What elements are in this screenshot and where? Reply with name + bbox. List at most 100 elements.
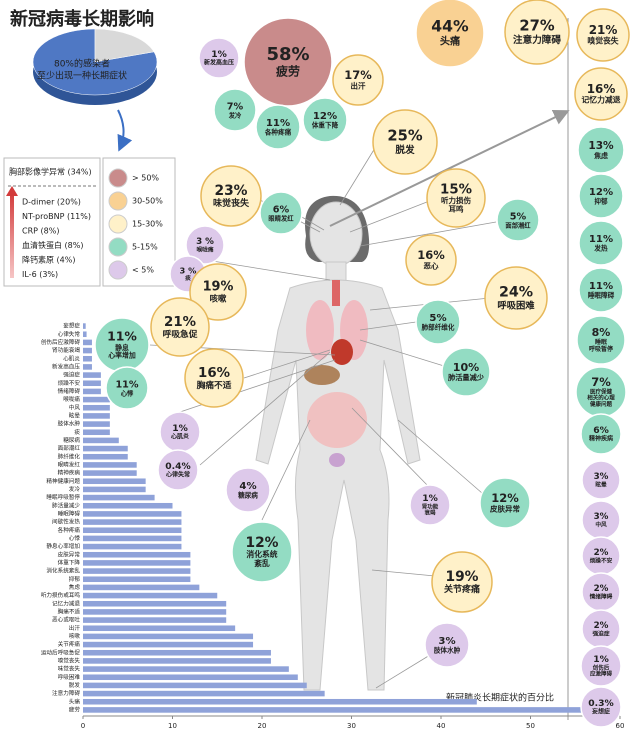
bar [83, 494, 155, 501]
bar [83, 674, 298, 681]
y-tick-label: 间歇性发热 [52, 518, 80, 526]
bubble-label: 应激障碍 [590, 670, 613, 678]
bubble-label: 肢体水肿 [434, 646, 461, 655]
bar [83, 413, 110, 419]
bubble-percent: 12% [589, 187, 613, 198]
bubble-label: 体重下降 [312, 121, 339, 130]
pie-slice [94, 28, 155, 63]
bubble-percent: 24% [499, 285, 533, 301]
bubble-label: 新发高血压 [204, 59, 234, 67]
bar [83, 600, 227, 607]
bubble [105, 366, 149, 410]
lab-item: 降钙素原 (4%) [22, 255, 75, 265]
bubble-label: 焦虑 [593, 151, 608, 160]
bubble-label: 痰 [185, 274, 191, 282]
legend-label: > 50% [132, 174, 159, 183]
y-tick-label: 肢体水肿 [58, 420, 81, 428]
bar [83, 511, 182, 517]
y-tick-label: 记忆力减退 [52, 599, 80, 607]
y-tick-label: 面部潮红 [58, 444, 81, 452]
y-tick-label: 眩晕 [69, 411, 81, 419]
y-tick-label: 强迫症 [63, 371, 80, 379]
y-tick-label: 情绪障碍 [58, 387, 81, 395]
pie-arrow [117, 109, 133, 152]
bar [83, 462, 137, 468]
bubble-percent: 16% [587, 82, 616, 96]
bar [83, 445, 128, 452]
bubble [302, 97, 348, 143]
bubble-label: 妄想症 [592, 708, 610, 716]
bar [83, 331, 87, 338]
y-tick-label: 静息心率增加 [46, 542, 80, 550]
bubble-percent: 19% [203, 280, 234, 295]
bubble-percent: 16% [417, 248, 445, 262]
leader-lines [149, 110, 570, 689]
bubble-label: 头痛 [440, 35, 460, 48]
lab-item: CRP (8%) [22, 227, 59, 236]
y-tick-label: 痰 [74, 428, 80, 436]
bar [83, 658, 271, 664]
bubble-label: 创伤后 [592, 663, 610, 671]
bubble [184, 348, 244, 408]
bubble [415, 0, 485, 68]
bubble-percent: 11% [115, 379, 138, 390]
bubble [441, 347, 491, 397]
bubble-label: 肾功能 [422, 502, 439, 510]
bubble-label: 关节疼痛 [444, 583, 480, 595]
bar [83, 478, 146, 485]
bubble [255, 104, 301, 150]
y-tick-label: 味觉丧失 [58, 665, 81, 673]
bubble-percent: 5% [429, 313, 446, 324]
bubble-label: 心悸 [121, 388, 134, 397]
y-tick-label: 出汗 [69, 624, 81, 632]
bubble-percent: 1% [593, 654, 609, 665]
bubble-percent: 4% [239, 481, 256, 492]
bubble-label: 心律失常 [166, 471, 190, 479]
bubble-label: 睡眠 [595, 338, 607, 346]
y-tick-label: 呼吸困难 [58, 673, 81, 681]
bubble-percent: 11% [589, 281, 613, 292]
y-tick-label: 消化系统紊乱 [46, 567, 80, 575]
bubble [424, 622, 470, 668]
bubble-label: 嗅觉丧失 [587, 36, 618, 46]
bubble-label: 肺部纤维化 [422, 323, 455, 332]
bubble-percent: 3 % [180, 265, 198, 275]
y-tick-label: 精神健康问题 [46, 477, 80, 485]
x-tick-label: 40 [437, 722, 446, 730]
body-figure [255, 195, 421, 691]
y-tick-label: 中风 [69, 403, 81, 411]
bubble [405, 234, 457, 286]
bubble-percent: 19% [445, 569, 478, 585]
bubble [198, 37, 240, 79]
bubble-label: 疲劳 [276, 63, 300, 78]
bubble-percent: 21% [164, 315, 196, 330]
bubble-label: 胸痛不适 [197, 379, 232, 391]
pie-annotation: 80%的感染者 [54, 58, 110, 70]
bubble-percent: 15% [440, 182, 472, 197]
bar [83, 421, 110, 427]
bar [83, 380, 101, 387]
y-tick-label: 疲劳 [69, 705, 81, 713]
bar [83, 584, 200, 591]
y-tick-label: 糖尿病 [63, 436, 80, 444]
bar [83, 323, 86, 329]
bubble [231, 521, 293, 583]
bubble-label: 皮肤异常 [489, 503, 520, 513]
legend-label: < 5% [132, 266, 154, 275]
bubble [580, 645, 622, 687]
bar [83, 535, 182, 542]
bubble-percent: 17% [344, 68, 372, 82]
bubble-percent: 12% [491, 491, 519, 505]
bubble-percent: 23% [214, 183, 247, 199]
bubble-percent: 44% [431, 17, 469, 36]
bar [83, 502, 173, 509]
y-tick-label: 心悸 [69, 534, 81, 542]
bubble-label: 呼吸急促 [163, 328, 198, 340]
x-tick-label: 30 [347, 722, 356, 730]
bubble [157, 449, 199, 491]
legend-label: 15-30% [132, 220, 163, 229]
legend-swatch [108, 237, 128, 257]
x-tick-label: 50 [526, 722, 535, 730]
y-tick-label: 眼睛发红 [58, 460, 81, 468]
y-tick-label: 心律失常 [58, 330, 81, 338]
